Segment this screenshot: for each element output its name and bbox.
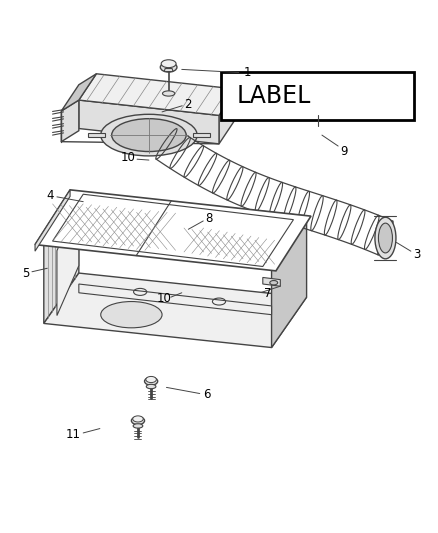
Text: 5: 5 <box>22 266 29 280</box>
Ellipse shape <box>270 280 278 285</box>
Polygon shape <box>88 133 105 138</box>
Text: 11: 11 <box>66 428 81 441</box>
Ellipse shape <box>161 60 176 68</box>
Text: 10: 10 <box>157 293 172 305</box>
Text: 8: 8 <box>206 212 213 225</box>
Ellipse shape <box>146 376 156 383</box>
Ellipse shape <box>131 417 145 425</box>
Ellipse shape <box>162 91 175 96</box>
Polygon shape <box>164 69 173 71</box>
Polygon shape <box>79 284 272 314</box>
Polygon shape <box>272 216 307 348</box>
Polygon shape <box>44 192 79 324</box>
Ellipse shape <box>133 416 143 422</box>
Text: 7: 7 <box>264 287 272 300</box>
Text: 1: 1 <box>244 66 251 79</box>
Ellipse shape <box>133 424 143 428</box>
Polygon shape <box>35 190 311 271</box>
Polygon shape <box>193 133 210 138</box>
Polygon shape <box>263 278 280 286</box>
Ellipse shape <box>112 119 186 151</box>
Polygon shape <box>35 190 70 251</box>
Polygon shape <box>61 100 79 142</box>
Text: LABEL: LABEL <box>237 84 311 108</box>
Text: 2: 2 <box>184 98 192 111</box>
Polygon shape <box>79 100 219 144</box>
Polygon shape <box>79 74 237 115</box>
Ellipse shape <box>160 62 177 72</box>
Ellipse shape <box>101 302 162 328</box>
Ellipse shape <box>378 223 392 253</box>
Text: 3: 3 <box>413 248 420 261</box>
Text: 6: 6 <box>203 389 211 401</box>
Ellipse shape <box>101 114 197 156</box>
Polygon shape <box>44 273 307 348</box>
Polygon shape <box>219 89 237 144</box>
Ellipse shape <box>375 217 396 259</box>
Text: 9: 9 <box>340 145 348 158</box>
Ellipse shape <box>146 384 156 389</box>
Polygon shape <box>57 201 79 316</box>
Polygon shape <box>61 74 96 111</box>
Ellipse shape <box>145 377 158 385</box>
Text: 4: 4 <box>46 189 54 202</box>
Text: 10: 10 <box>120 151 135 164</box>
FancyBboxPatch shape <box>221 71 414 120</box>
